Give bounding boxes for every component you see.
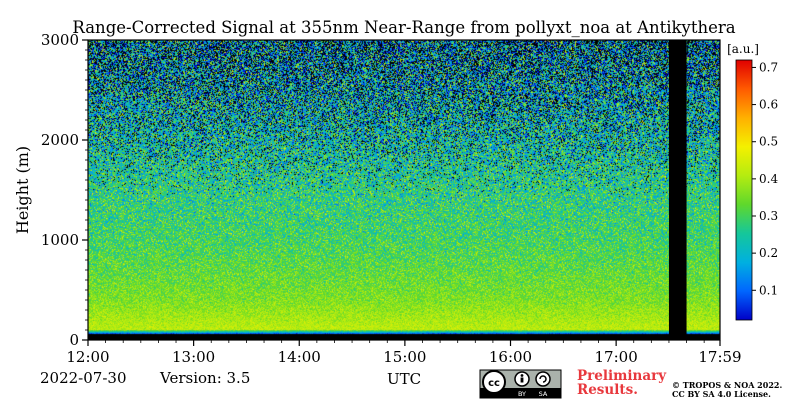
x-axis: 12:00 13:00 14:00 15:00 16:00 17:00 17:59 xyxy=(66,340,742,366)
y-tick-label: 3000 xyxy=(41,31,79,49)
x-tick-label: 14:00 xyxy=(278,348,321,366)
colorbar-tick-label: 0.4 xyxy=(759,172,778,186)
copyright-note: © TROPOS & NOA 2022. CC BY SA 4.0 Licens… xyxy=(672,381,782,399)
colorbar-tick-label: 0.7 xyxy=(759,60,778,74)
preliminary-results-note: Preliminary Results. xyxy=(577,369,666,397)
by-label: BY xyxy=(518,390,526,398)
y-tick-label: 0 xyxy=(69,331,79,349)
sa-icon xyxy=(535,371,551,387)
colorbar-tick-label: 0.3 xyxy=(759,209,778,223)
y-tick-label: 2000 xyxy=(41,131,79,149)
cc-icon xyxy=(482,370,506,394)
colorbar-tick-label: 0.6 xyxy=(759,98,778,112)
colorbar-unit-label: [a.u.] xyxy=(727,42,759,56)
y-axis: 0 1000 2000 3000 xyxy=(41,31,88,349)
x-tick-label: 17:00 xyxy=(595,348,638,366)
x-axis-label: UTC xyxy=(387,370,421,388)
sa-label: SA xyxy=(539,390,548,398)
colorbar-ticks: 0.1 0.2 0.3 0.4 0.5 0.6 0.7 xyxy=(752,60,778,297)
date-label: 2022-07-30 xyxy=(40,369,127,387)
y-axis-label: Height (m) xyxy=(13,146,32,234)
colorbar-tick-label: 0.5 xyxy=(759,135,778,149)
y-tick-label: 1000 xyxy=(41,231,79,249)
copyright-line-1: © TROPOS & NOA 2022. xyxy=(672,380,783,390)
x-tick-label: 12:00 xyxy=(66,348,109,366)
preliminary-line-2: Results. xyxy=(577,382,638,398)
copyright-line-2: CC BY SA 4.0 License. xyxy=(672,389,771,399)
colorbar xyxy=(735,59,753,321)
no-data-band xyxy=(668,40,687,340)
colorbar-tick-label: 0.2 xyxy=(759,246,778,260)
x-tick-label: 17:59 xyxy=(698,348,741,366)
cc-by-sa-badge: cc BY SA xyxy=(479,369,562,399)
preliminary-line-1: Preliminary xyxy=(577,368,667,384)
cc-icon-text: cc xyxy=(488,378,500,389)
x-tick-label: 15:00 xyxy=(383,348,426,366)
heatmap xyxy=(88,40,720,340)
chart-title: Range-Corrected Signal at 355nm Near-Ran… xyxy=(72,18,735,37)
x-tick-label: 16:00 xyxy=(489,348,532,366)
x-tick-label: 13:00 xyxy=(172,348,215,366)
colorbar-tick-label: 0.1 xyxy=(759,283,778,297)
version-label: Version: 3.5 xyxy=(160,369,251,387)
